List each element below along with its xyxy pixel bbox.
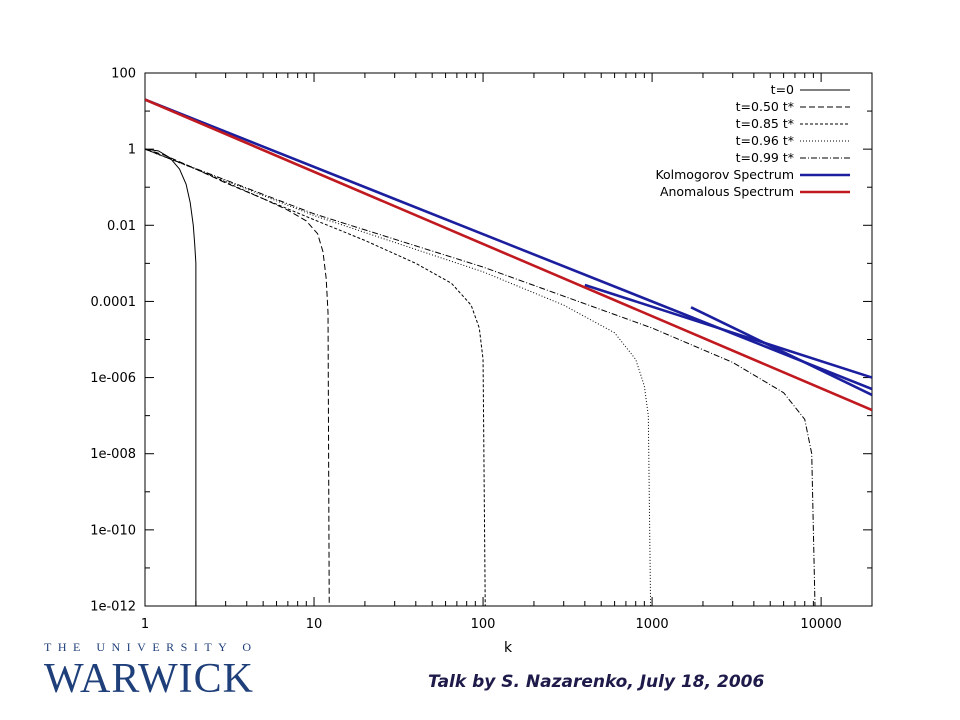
x-tick-label: 10000 bbox=[800, 617, 841, 632]
legend-label: Kolmogorov Spectrum bbox=[655, 167, 794, 182]
series-line-0 bbox=[145, 148, 197, 606]
talk-credit: Talk by S. Nazarenko, July 18, 2006 bbox=[428, 672, 765, 692]
y-tick-label: 1e-008 bbox=[90, 447, 136, 462]
logo-top-text: THE UNIVERSITY OF bbox=[44, 640, 254, 654]
series-line-3 bbox=[145, 148, 652, 606]
y-tick-label: 1 bbox=[128, 143, 136, 158]
legend-label: t=0.99 t* bbox=[736, 150, 794, 165]
legend-label: t=0.96 t* bbox=[736, 133, 794, 148]
logo-main-text: WARWICK bbox=[44, 656, 254, 702]
legend-label: t=0.50 t* bbox=[736, 99, 794, 114]
university-logo: THE UNIVERSITY OF WARWICK bbox=[44, 640, 254, 702]
y-tick-label: 1e-010 bbox=[90, 523, 136, 538]
x-tick-label: 1000 bbox=[636, 617, 669, 632]
x-tick-label: 1 bbox=[141, 617, 149, 632]
series-line-5 bbox=[584, 283, 872, 379]
series-line-1 bbox=[145, 148, 330, 606]
legend-label: Anomalous Spectrum bbox=[660, 184, 794, 199]
y-tick-label: 100 bbox=[111, 67, 136, 82]
axis-ticks: 1 10 100 1000 10000 100 1 0.01 0.0001 1e-006 1e-00… bbox=[90, 67, 873, 632]
series-line-6 bbox=[145, 98, 872, 412]
series-line-5 bbox=[145, 98, 872, 391]
series-group bbox=[145, 98, 872, 606]
x-tick-label: 100 bbox=[471, 617, 496, 632]
y-tick-label: 1e-006 bbox=[90, 371, 136, 386]
series-layer bbox=[145, 98, 872, 606]
series-line-5 bbox=[690, 306, 872, 397]
x-axis-label: k bbox=[504, 640, 513, 656]
x-tick-label: 10 bbox=[306, 617, 323, 632]
y-tick-label: 1e-012 bbox=[90, 600, 136, 615]
series-line-4 bbox=[145, 148, 816, 606]
y-tick-label: 0.0001 bbox=[91, 295, 137, 310]
y-tick-label: 0.01 bbox=[107, 219, 136, 234]
legend: t=0 t=0.50 t* t=0.85 t* t=0.96 t* t=0.99 t* K… bbox=[655, 82, 850, 199]
legend-label: t=0.85 t* bbox=[736, 116, 794, 131]
legend-label: t=0 bbox=[771, 82, 794, 97]
